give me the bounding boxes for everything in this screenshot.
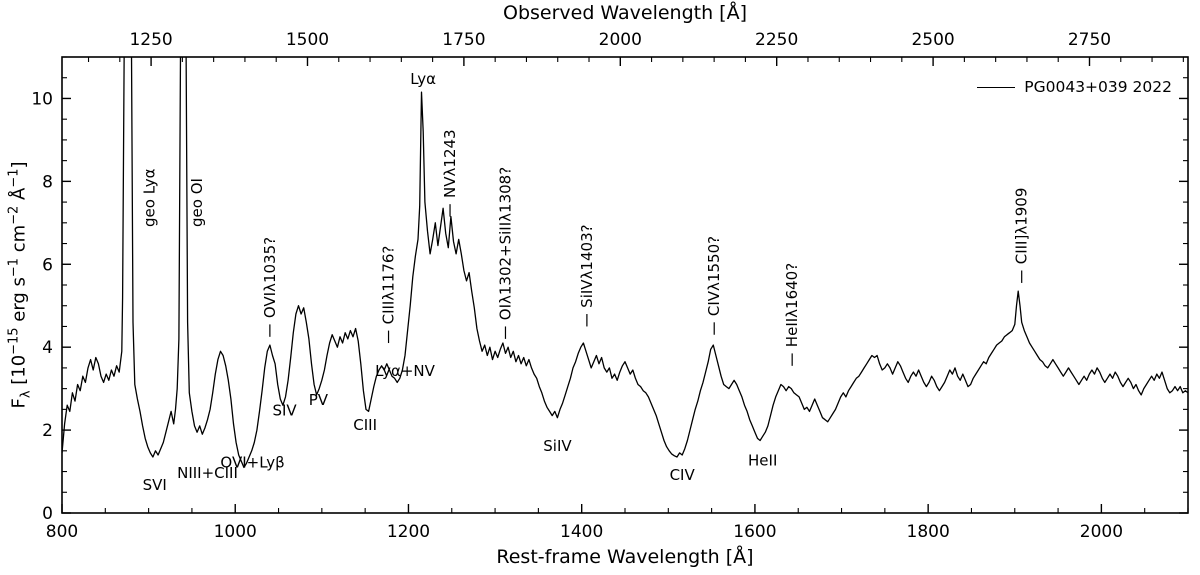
x-tick-label: 1200 [387, 522, 430, 542]
absorption-line-label: CIII [353, 416, 377, 434]
bottom-axis-title: Rest-frame Wavelength [Å] [496, 546, 754, 568]
legend-label: PG0043+039 2022 [1024, 78, 1172, 96]
emission-line-label: OVIλ1035? [261, 237, 279, 318]
x-top-tick-label: 1750 [442, 30, 485, 50]
legend-line-sample [977, 86, 1016, 88]
absorption-line-label: SVI [143, 476, 167, 494]
emission-line-label: SiIVλ1403? [578, 224, 596, 307]
absorption-line-label: SiIV [543, 437, 572, 455]
y-tick-label: 6 [42, 255, 53, 275]
emission-line-label: CIII]λ1909 [1013, 188, 1031, 265]
emission-line-label: CIIIλ1176? [380, 246, 398, 325]
spectrum-line [62, 57, 1188, 469]
emission-line-label: HeIIλ1640? [783, 263, 801, 347]
x-tick-label: 1400 [560, 522, 603, 542]
x-top-tick-label: 1250 [129, 30, 172, 50]
top-axis-title: Observed Wavelength [Å] [502, 2, 748, 24]
x-top-tick-label: 1500 [286, 30, 329, 50]
x-tick-label: 1600 [733, 522, 776, 542]
emission-line-label: OIλ1302+SiIIλ1308? [496, 167, 514, 320]
x-tick-label: 2000 [1080, 522, 1123, 542]
absorption-line-label: Lyα+NV [375, 362, 436, 380]
absorption-line-label: OVI+Lyβ [220, 453, 284, 471]
emission-line-label: Lyα [410, 70, 436, 88]
x-top-tick-label: 2250 [755, 30, 798, 50]
x-top-tick-label: 2000 [599, 30, 642, 50]
emission-line-label: NVλ1243 [441, 129, 459, 198]
x-tick-label: 1000 [214, 522, 257, 542]
absorption-line-label: NIII+CIII [177, 464, 238, 482]
y-tick-label: 10 [31, 89, 53, 109]
x-tick-label: 800 [46, 522, 78, 542]
x-top-tick-label: 2750 [1068, 30, 1111, 50]
emission-line-label: geo Lyα [140, 168, 158, 227]
absorption-line-label: PV [309, 391, 329, 409]
absorption-line-label: SIV [272, 402, 297, 420]
y-tick-label: 4 [42, 338, 53, 358]
y-tick-label: 8 [42, 172, 53, 192]
absorption-line-label: CIV [670, 466, 696, 484]
emission-line-label: geo OI [188, 178, 206, 227]
absorption-line-label: HeII [748, 451, 777, 469]
emission-line-label: CIVλ1550? [705, 236, 723, 316]
y-tick-label: 2 [42, 421, 53, 441]
plot-border [61, 56, 1189, 514]
legend: PG0043+039 2022 [977, 78, 1172, 96]
y-tick-label: 0 [42, 504, 53, 524]
x-top-tick-label: 2500 [911, 30, 954, 50]
x-tick-label: 1800 [907, 522, 950, 542]
y-axis-title: Fλ [10−15 erg s−1 cm−2 Å−1] [6, 161, 34, 409]
